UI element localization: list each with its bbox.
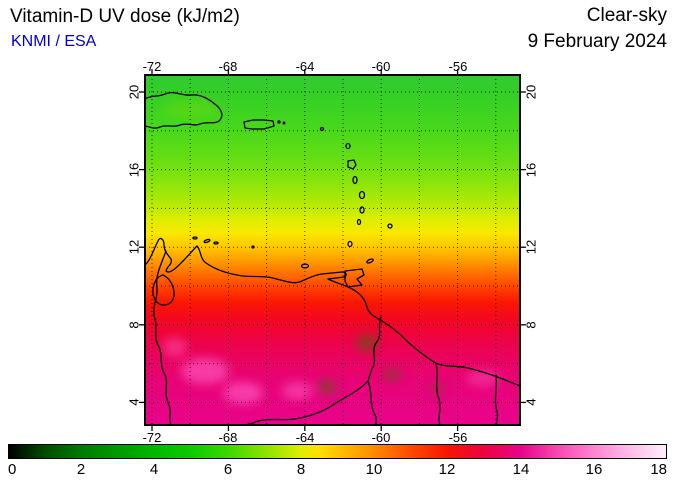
lat-tick-label-left: 12 [126, 239, 142, 255]
lat-tick-label-right: 4 [523, 398, 539, 406]
coast-st-vincent [356, 218, 362, 226]
coast-virgin-islands [277, 120, 281, 124]
coast-st-lucia [359, 206, 365, 214]
coast-antigua [345, 142, 351, 150]
coast-bonaire [213, 241, 219, 245]
coast-los-roques [251, 245, 255, 249]
lon-tick-label-top: -60 [371, 59, 391, 74]
sky-condition: Clear-sky [586, 5, 667, 26]
colorbar-tick-label: 14 [512, 461, 530, 478]
source-credit: KNMI / ESA [11, 33, 97, 50]
coast-st-martin [319, 126, 325, 132]
coastlines [144, 91, 521, 426]
border-colombia-venezuela [153, 250, 172, 426]
lon-tick-label-bottom: -68 [218, 430, 238, 445]
page-title: Vitamin-D UV dose (kJ/m2) [10, 6, 240, 27]
lat-tick-label-left: 16 [126, 162, 142, 178]
coast-virgin-islands [282, 121, 286, 125]
lon-tick-label-top: -64 [295, 59, 315, 74]
coast-grenada [347, 240, 353, 248]
colorbar-tick-label: 0 [8, 461, 17, 478]
coast-martinique [358, 190, 366, 200]
border-suriname-guiana [494, 374, 499, 426]
coast-trinidad [344, 268, 365, 288]
lat-tick-label-right: 20 [523, 84, 539, 100]
coast-tobago [366, 258, 374, 264]
graticule [145, 75, 520, 425]
lon-tick-label-top: -68 [218, 59, 238, 74]
coast-curacao [203, 238, 211, 244]
lat-tick-label-left: 4 [126, 398, 142, 406]
lon-tick-label-bottom: -64 [295, 430, 315, 445]
colorbar-tick-label: 4 [149, 461, 159, 478]
colorbar-tick-label: 6 [223, 461, 233, 478]
lat-tick-label-right: 12 [523, 239, 539, 255]
coast-hispaniola [144, 91, 223, 129]
map-canvas [139, 69, 526, 431]
lat-tick-label-left: 8 [126, 321, 142, 329]
colorbar-gradient [8, 444, 667, 459]
coast-puerto-rico [243, 119, 275, 130]
lon-tick-label-bottom: -60 [371, 430, 391, 445]
colorbar-tick-label: 12 [438, 461, 456, 478]
border-venezuela-brazil [244, 380, 369, 426]
coast-guadeloupe [347, 159, 357, 170]
lat-tick-label-left: 20 [126, 84, 142, 100]
map-frame [144, 74, 521, 426]
border-venezuela-guyana [367, 316, 382, 382]
coast-south-america [144, 237, 521, 387]
lon-tick-label-top: -56 [448, 59, 468, 74]
colorbar-tick-label: 16 [585, 461, 603, 478]
border-guyana-suriname [435, 362, 441, 426]
coast-dominica [352, 175, 358, 185]
lat-tick-label-right: 8 [523, 321, 539, 329]
map-date: 9 February 2024 [527, 31, 667, 52]
colorbar-tick-label: 8 [296, 461, 306, 478]
coast-barbados [387, 223, 393, 229]
lat-tick-label-right: 16 [523, 162, 539, 178]
lon-tick-label-bottom: -56 [448, 430, 468, 445]
lon-tick-label-bottom: -72 [142, 430, 162, 445]
colorbar-tick-label: 2 [76, 461, 86, 478]
lon-tick-label-top: -72 [142, 59, 162, 74]
border-guyana-brazil [367, 380, 378, 426]
coast-margarita [300, 263, 310, 269]
dose-anomalies [162, 99, 500, 404]
coast-aruba [192, 236, 198, 240]
colorbar-tick-label: 10 [365, 461, 383, 478]
colorbar-tick-label: 18 [650, 461, 667, 478]
lake-maracaibo [152, 274, 175, 306]
